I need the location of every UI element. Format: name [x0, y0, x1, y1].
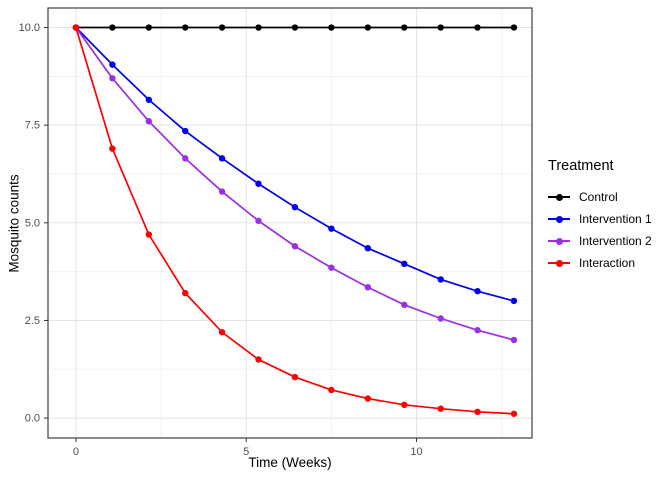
series-point-intervention-2 — [364, 284, 372, 291]
series-point-intervention-1 — [109, 61, 116, 68]
series-point-intervention-1 — [510, 297, 518, 305]
series-point-interaction — [474, 408, 481, 416]
series-point-interaction — [72, 24, 80, 31]
legend-item-intervention-2: Intervention 2 — [548, 230, 668, 252]
y-tick-label: 2.5 — [25, 315, 40, 327]
series-point-intervention-2 — [255, 217, 262, 225]
series-point-intervention-1 — [474, 287, 481, 295]
x-axis-title: Time (Weeks) — [248, 455, 332, 470]
series-point-control — [474, 24, 481, 31]
legend: Treatment Control Intervention 1 Intervent… — [548, 158, 668, 274]
series-point-control — [437, 24, 444, 31]
series-point-intervention-1 — [437, 276, 444, 283]
series-point-control — [291, 24, 299, 31]
legend-label: Control — [579, 190, 618, 204]
series-point-interaction — [364, 395, 372, 402]
series-point-intervention-2 — [510, 336, 518, 344]
series-point-intervention-2 — [437, 315, 444, 322]
series-point-intervention-1 — [145, 96, 153, 103]
series-point-interaction — [255, 356, 262, 363]
legend-item-interaction: Interaction — [548, 252, 668, 274]
series-point-intervention-2 — [474, 327, 481, 334]
y-tick-label: 0.0 — [25, 413, 40, 425]
series-point-control — [145, 24, 153, 31]
series-point-interaction — [401, 401, 408, 409]
legend-label: Interaction — [579, 256, 636, 270]
series-point-control — [255, 24, 262, 31]
x-tick-label: 0 — [73, 446, 79, 458]
legend-label: Intervention 2 — [579, 234, 652, 248]
series-point-intervention-1 — [182, 127, 189, 135]
series-point-intervention-2 — [109, 75, 116, 82]
series-point-intervention-1 — [401, 260, 408, 268]
series-point-control — [401, 24, 408, 31]
series-point-interaction — [145, 231, 153, 238]
series-point-intervention-2 — [182, 155, 189, 162]
series-point-interaction — [328, 386, 335, 394]
series-point-intervention-2 — [401, 301, 408, 309]
x-tick-label: 10 — [410, 446, 422, 458]
legend-label: Intervention 1 — [579, 212, 652, 226]
legend-item-control: Control — [548, 186, 668, 208]
series-point-intervention-2 — [145, 118, 153, 125]
legend-key-dot — [556, 260, 563, 267]
series-point-intervention-1 — [218, 155, 226, 162]
series-point-interaction — [437, 405, 444, 412]
series-point-intervention-1 — [291, 203, 299, 211]
y-axis-title: Mosquito counts — [6, 174, 22, 273]
legend-key-icon — [548, 234, 570, 248]
series-point-control — [109, 24, 116, 31]
legend-key-icon — [548, 212, 570, 226]
series-point-intervention-2 — [328, 264, 335, 271]
x-tick-label: 5 — [243, 446, 249, 458]
series-point-interaction — [291, 373, 299, 381]
series-point-control — [364, 24, 372, 31]
series-point-control — [218, 24, 226, 31]
series-point-intervention-2 — [291, 243, 299, 250]
legend-item-intervention-1: Intervention 1 — [548, 208, 668, 230]
y-tick-label: 10.0 — [19, 22, 40, 34]
series-point-intervention-2 — [218, 188, 226, 195]
series-point-control — [182, 24, 189, 31]
series-point-intervention-1 — [255, 180, 262, 187]
legend-key-dot — [556, 238, 563, 245]
series-point-interaction — [182, 289, 189, 297]
series-point-control — [328, 24, 335, 31]
legend-key-dot — [556, 216, 563, 223]
series-point-interaction — [109, 145, 116, 152]
legend-key-dot — [556, 194, 563, 201]
series-point-interaction — [218, 328, 226, 336]
series-point-control — [510, 24, 518, 31]
legend-key-icon — [548, 256, 570, 270]
series-point-interaction — [510, 410, 518, 417]
legend-key-icon — [548, 190, 570, 204]
y-tick-label: 7.5 — [25, 120, 40, 132]
series-point-intervention-1 — [328, 225, 335, 232]
legend-title: Treatment — [548, 158, 614, 174]
legend-items: Control Intervention 1 Intervention 2 Inter… — [548, 186, 668, 274]
series-point-intervention-1 — [364, 244, 372, 252]
y-tick-label: 5.0 — [25, 217, 40, 229]
